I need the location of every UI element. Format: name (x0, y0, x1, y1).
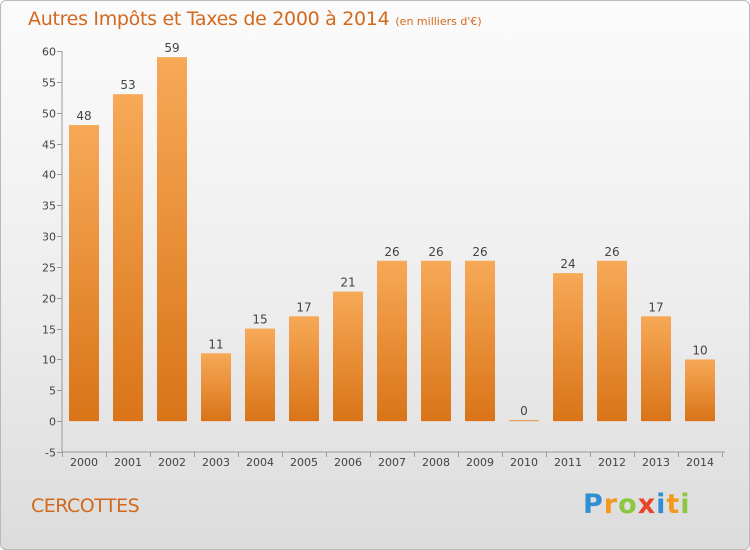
y-tick-label: 55 (42, 77, 56, 90)
x-tick-label-2007: 2007 (378, 456, 406, 469)
y-tick-label: 5 (49, 385, 56, 398)
y-tick-label: 50 (42, 108, 56, 121)
bar-2007 (377, 260, 407, 422)
x-tick-label-2004: 2004 (246, 456, 274, 469)
bars: 48 53 59 11 15 17 21 26 26 26 0 24 26 17 10 (69, 41, 715, 422)
logo-letter: P (583, 489, 604, 520)
logo-letter: o (618, 489, 638, 520)
y-tick-label: 25 (42, 262, 56, 275)
x-tick-label-2010: 2010 (510, 456, 538, 469)
x-tick-label-2012: 2012 (598, 456, 626, 469)
chart-title: Autres Impôts et Taxes de 2000 à 2014 (en… (28, 8, 482, 30)
value-label-2004: 15 (252, 313, 267, 327)
x-tick-label-2008: 2008 (422, 456, 450, 469)
x-tick-label-2014: 2014 (686, 456, 714, 469)
x-tick-label-2001: 2001 (114, 456, 142, 469)
x-tick-label-2013: 2013 (642, 456, 670, 469)
bar-2014 (685, 359, 715, 422)
bar-2013 (641, 316, 671, 422)
value-label-2009: 26 (472, 245, 487, 259)
x-tick-label-2005: 2005 (290, 456, 318, 469)
chart-title-text: Autres Impôts et Taxes de 2000 à 2014 (28, 8, 390, 30)
bar-2005 (289, 316, 319, 422)
bar-2009 (465, 260, 495, 422)
logo-letter: x (637, 489, 657, 520)
value-label-2001: 53 (120, 78, 135, 92)
bar-2002 (157, 57, 187, 422)
axes: -5 0 5 10 15 20 25 30 35 40 45 50 55 60 2000 2001 2002 20… (42, 46, 725, 469)
y-tick-label: 30 (42, 231, 56, 244)
bar-2001 (113, 94, 143, 422)
bar-2000 (69, 125, 99, 422)
value-label-2012: 26 (604, 245, 619, 259)
x-tick-label-2006: 2006 (334, 456, 362, 469)
value-label-2000: 48 (76, 109, 91, 123)
value-label-2008: 26 (428, 245, 443, 259)
bar-2012 (597, 260, 627, 422)
value-label-2014: 10 (692, 343, 707, 357)
bar-2010 (509, 420, 539, 422)
y-tick-label: 20 (42, 293, 56, 306)
x-tick-label-2003: 2003 (202, 456, 230, 469)
y-tick-label: -5 (45, 447, 56, 460)
y-tick-label: 0 (49, 416, 56, 429)
value-label-2013: 17 (648, 300, 663, 314)
commune-name: CERCOTTES (31, 495, 140, 517)
bar-2008 (421, 260, 451, 422)
logo-letter: i (680, 489, 691, 520)
value-label-2007: 26 (384, 245, 399, 259)
y-tick-label: 10 (42, 354, 56, 367)
value-label-2002: 59 (164, 41, 179, 55)
y-tick-label: 15 (42, 324, 56, 337)
bar-2004 (245, 328, 275, 422)
logo-letter: r (603, 489, 619, 520)
x-tick-label-2011: 2011 (554, 456, 582, 469)
x-tick-label-2002: 2002 (158, 456, 186, 469)
value-label-2011: 24 (560, 257, 575, 271)
y-tick-label: 40 (42, 169, 56, 182)
logo-letter: i (656, 489, 667, 520)
value-label-2005: 17 (296, 300, 311, 314)
chart-unit: (en milliers d'€) (395, 15, 482, 28)
y-tick-label: 45 (42, 139, 56, 152)
bar-2003 (201, 353, 231, 422)
value-label-2010: 0 (520, 404, 528, 418)
logo-letter: t (666, 489, 681, 520)
x-tick-label-2009: 2009 (466, 456, 494, 469)
x-tick-label-2000: 2000 (70, 456, 98, 469)
value-label-2003: 11 (208, 337, 223, 351)
bar-2011 (553, 273, 583, 422)
y-tick-label: 35 (42, 200, 56, 213)
y-tick-label: 60 (42, 46, 56, 59)
proxiti-logo: Proxiti (583, 489, 691, 520)
bar-2006 (333, 291, 363, 422)
value-label-2006: 21 (340, 276, 355, 290)
